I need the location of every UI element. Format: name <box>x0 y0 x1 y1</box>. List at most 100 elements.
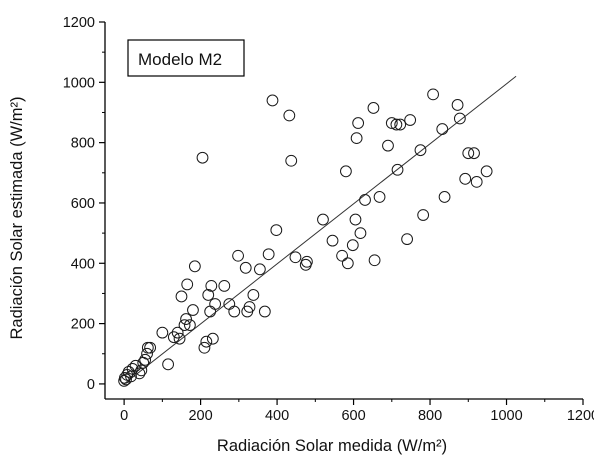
x-tick-label: 600 <box>341 408 365 424</box>
data-point <box>336 249 348 262</box>
data-point <box>354 227 367 240</box>
data-point <box>340 165 352 178</box>
data-point <box>283 109 296 122</box>
data-point <box>480 165 493 178</box>
legend-label: Modelo M2 <box>138 50 222 69</box>
x-tick-label: 0 <box>120 408 128 424</box>
data-point <box>289 251 302 264</box>
data-point <box>326 234 339 247</box>
data-point <box>232 249 244 262</box>
data-point <box>173 332 186 345</box>
data-point <box>359 194 371 206</box>
data-point <box>341 257 354 270</box>
data-point <box>200 335 213 348</box>
data-point <box>126 362 139 375</box>
data-point <box>187 304 199 316</box>
data-point <box>436 123 449 135</box>
data-point <box>218 280 231 292</box>
data-point <box>188 260 201 273</box>
data-point <box>167 331 180 344</box>
data-point <box>346 239 359 252</box>
data-point <box>135 364 148 377</box>
data-point <box>417 209 430 221</box>
data-point <box>373 191 386 203</box>
data-point <box>352 117 365 129</box>
data-point <box>205 280 218 292</box>
data-point <box>253 263 266 276</box>
y-tick-label: 800 <box>71 136 95 152</box>
x-tick-label: 200 <box>188 408 212 424</box>
data-point <box>391 163 404 176</box>
data-point <box>156 326 169 339</box>
data-point <box>385 117 398 129</box>
data-point <box>301 255 313 268</box>
legend-box: Modelo M2 <box>127 39 245 77</box>
data-point <box>204 305 217 318</box>
data-point <box>162 358 174 371</box>
data-point <box>453 112 466 125</box>
data-point <box>438 191 451 203</box>
data-point <box>183 319 196 332</box>
data-point <box>390 118 403 131</box>
data-point <box>462 147 475 160</box>
data-point <box>180 313 192 325</box>
data-point <box>144 341 157 354</box>
x-tick-label: 800 <box>418 408 442 424</box>
data-point <box>414 144 427 157</box>
data-point <box>349 213 362 226</box>
x-axis-label: Radiación Solar medida (W/m²) <box>217 437 447 455</box>
y-tick-label: 1200 <box>63 15 95 31</box>
y-tick-label: 400 <box>71 256 95 272</box>
data-point <box>118 371 131 384</box>
data-point <box>266 94 279 107</box>
data-point <box>243 301 256 313</box>
data-point <box>317 213 329 226</box>
fit-line <box>123 75 517 385</box>
data-point <box>427 88 439 101</box>
x-tick-label: 1200 <box>567 408 594 424</box>
data-point <box>382 139 394 152</box>
data-point <box>198 341 211 354</box>
data-point <box>196 151 209 164</box>
y-tick-label: 600 <box>71 196 95 212</box>
data-point <box>470 175 483 188</box>
data-point <box>258 305 271 318</box>
data-point <box>394 118 407 131</box>
data-point <box>141 341 154 354</box>
data-point <box>133 367 146 380</box>
data-point <box>285 154 298 167</box>
data-point <box>239 261 252 274</box>
data-point <box>368 254 381 267</box>
y-axis-label: Radiación Solar estimada (W/m²) <box>8 97 26 340</box>
data-point <box>178 319 191 332</box>
data-point <box>367 102 380 114</box>
data-point <box>141 347 153 360</box>
data-point <box>247 289 260 301</box>
data-point <box>171 326 184 339</box>
data-point <box>139 353 152 366</box>
data-point <box>404 114 417 126</box>
data-point <box>350 132 363 145</box>
data-point <box>262 248 275 261</box>
data-point <box>209 298 222 310</box>
x-tick-label: 400 <box>265 408 289 424</box>
y-tick-label: 200 <box>71 317 95 333</box>
data-point <box>270 224 283 237</box>
data-point <box>468 147 480 160</box>
legend-border <box>127 39 245 77</box>
data-point <box>175 290 188 303</box>
y-tick-label: 0 <box>87 377 95 393</box>
data-point <box>206 332 219 345</box>
data-point <box>451 99 464 111</box>
data-point <box>459 172 472 185</box>
marks-layer: 0 200 400 600 800 1000 1200 0 200 400 600 800 1000 12… <box>63 15 594 424</box>
y-tick-label: 1000 <box>63 75 95 91</box>
data-point <box>125 370 137 383</box>
data-point <box>401 233 413 246</box>
x-tick-label: 1000 <box>490 408 522 424</box>
data-point <box>181 278 194 291</box>
data-point <box>228 305 241 318</box>
data-point <box>202 289 215 301</box>
